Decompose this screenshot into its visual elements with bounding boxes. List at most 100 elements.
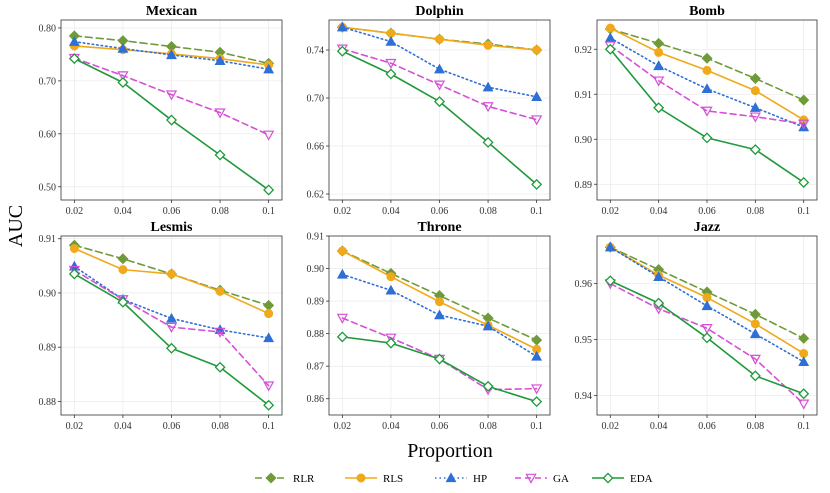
series-hp <box>336 21 543 101</box>
data-point-eda <box>385 337 397 349</box>
series-line-rlr <box>341 250 538 341</box>
data-point-eda <box>604 43 616 55</box>
data-point-eda <box>701 132 713 144</box>
y-tick-label: 0.70 <box>307 94 325 105</box>
data-point-hp <box>531 350 543 361</box>
x-tick-label: 0.02 <box>334 206 352 217</box>
data-point-rls <box>69 243 79 253</box>
data-point-eda <box>604 275 616 287</box>
y-axis-title: AUC <box>5 205 27 247</box>
y-tick-label: 0.90 <box>39 288 57 299</box>
data-point-eda <box>531 178 543 190</box>
x-tick-label: 0.1 <box>262 421 275 432</box>
x-tick-label: 0.1 <box>797 421 810 432</box>
data-point-hp <box>798 121 810 132</box>
data-point-ga <box>798 399 810 410</box>
series-line-ga <box>341 47 538 121</box>
x-tick-label: 0.06 <box>698 206 716 217</box>
data-point-rlr <box>117 253 129 265</box>
y-tick-label: 0.89 <box>39 343 57 354</box>
x-tick-label: 0.06 <box>163 421 181 432</box>
y-tick-label: 0.50 <box>39 182 57 193</box>
data-point-hp <box>166 312 177 323</box>
data-point-eda <box>68 268 80 280</box>
data-point-hp <box>482 320 494 331</box>
data-point-rls <box>750 86 760 96</box>
legend-marker <box>445 472 457 483</box>
data-point-hp <box>166 49 177 60</box>
data-point-eda <box>433 353 446 365</box>
data-point-ga <box>653 76 665 87</box>
x-tick-label: 0.04 <box>382 421 400 432</box>
data-point-hp <box>385 35 397 46</box>
legend-label: RLR <box>293 473 315 485</box>
y-tick-label: 0.66 <box>307 142 325 153</box>
data-point-hp <box>604 241 616 252</box>
data-point-ga <box>214 108 226 119</box>
data-point-rlr <box>653 37 665 49</box>
data-point-rlr <box>263 299 275 311</box>
x-tick-label: 0.04 <box>650 206 668 217</box>
data-point-eda <box>336 45 348 57</box>
legend-label: GA <box>553 473 569 485</box>
data-point-eda <box>653 297 665 309</box>
y-tick-label: 0.80 <box>39 23 57 34</box>
x-tick-label: 0.08 <box>211 206 229 217</box>
data-point-hp <box>701 300 713 311</box>
series-line-hp <box>341 26 538 98</box>
data-point-hp <box>749 328 761 339</box>
data-point-ga <box>165 322 178 333</box>
x-tick-label: 0.04 <box>650 421 668 432</box>
data-point-ga <box>531 115 543 126</box>
data-point-rlr <box>531 334 543 346</box>
y-tick-label: 0.91 <box>575 90 593 101</box>
x-tick-label: 0.04 <box>114 206 132 217</box>
legend-marker <box>525 473 537 484</box>
data-point-hp <box>214 55 226 65</box>
y-tick-label: 0.95 <box>575 335 593 346</box>
series-hp <box>604 32 810 132</box>
x-tick-label: 0.1 <box>530 206 543 217</box>
data-point-eda <box>214 361 226 373</box>
data-point-eda <box>798 176 810 188</box>
x-tick-label: 0.08 <box>479 421 497 432</box>
data-point-hp <box>531 91 543 101</box>
series-rls <box>605 23 809 125</box>
data-point-ga <box>117 71 129 82</box>
legend-marker <box>356 473 366 483</box>
y-tick-label: 0.90 <box>307 264 325 275</box>
data-point-ga <box>433 80 446 91</box>
legend-marker <box>602 472 614 484</box>
x-tick-label: 0.06 <box>431 206 449 217</box>
data-point-rls <box>605 23 615 33</box>
x-tick-label: 0.1 <box>262 206 275 217</box>
data-point-eda <box>701 332 713 344</box>
data-point-eda <box>214 149 226 161</box>
data-point-ga <box>701 324 713 335</box>
series-ga <box>604 41 810 130</box>
data-point-hp <box>434 309 445 320</box>
y-tick-label: 0.94 <box>575 391 593 402</box>
data-point-ga <box>701 106 713 117</box>
data-point-ga <box>385 333 397 344</box>
y-tick-label: 0.96 <box>575 279 593 290</box>
legend-label: EDA <box>630 473 653 485</box>
x-tick-label: 0.08 <box>747 421 765 432</box>
data-point-ga <box>482 102 494 113</box>
y-tick-label: 0.90 <box>575 135 593 146</box>
data-point-eda <box>531 396 543 408</box>
data-point-rlr <box>749 72 761 85</box>
data-point-rls <box>118 265 128 275</box>
legend-item-rls: RLS <box>345 473 403 485</box>
data-point-hp <box>336 268 348 279</box>
data-point-eda <box>749 144 761 156</box>
series-eda <box>68 53 275 196</box>
y-tick-label: 0.70 <box>39 76 57 87</box>
data-point-ga <box>165 90 178 101</box>
y-tick-label: 0.91 <box>39 234 57 245</box>
data-point-eda <box>749 370 761 382</box>
x-tick-label: 0.1 <box>797 206 810 217</box>
x-tick-label: 0.1 <box>530 421 543 432</box>
